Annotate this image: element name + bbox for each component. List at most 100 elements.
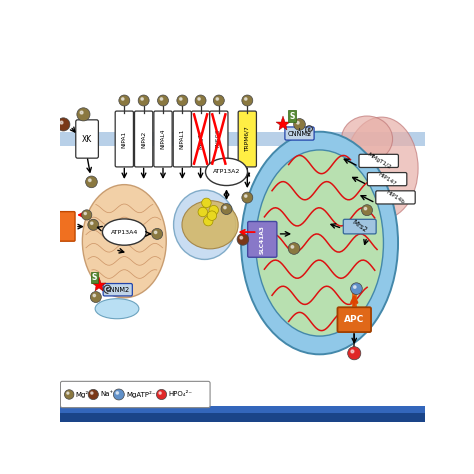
Circle shape — [86, 176, 97, 188]
Text: CNNM2: CNNM2 — [287, 130, 311, 137]
Text: Na⁺: Na⁺ — [100, 392, 113, 398]
FancyBboxPatch shape — [135, 111, 153, 167]
Circle shape — [203, 216, 213, 226]
Circle shape — [138, 95, 149, 106]
Ellipse shape — [255, 150, 383, 336]
Text: CNNM2: CNNM2 — [106, 287, 130, 293]
Text: Mrs2: Mrs2 — [351, 219, 368, 234]
Circle shape — [237, 234, 249, 245]
Circle shape — [93, 294, 95, 297]
Circle shape — [159, 392, 161, 394]
Circle shape — [351, 350, 354, 353]
Circle shape — [362, 205, 373, 216]
Circle shape — [242, 95, 253, 106]
Circle shape — [91, 222, 93, 225]
Text: ATP13A4: ATP13A4 — [110, 229, 138, 235]
FancyBboxPatch shape — [57, 211, 75, 241]
Text: XK: XK — [82, 135, 92, 144]
Circle shape — [180, 98, 182, 100]
Circle shape — [240, 237, 243, 239]
Circle shape — [82, 210, 92, 220]
Circle shape — [121, 98, 124, 100]
Circle shape — [116, 392, 118, 394]
Text: ATP13A2: ATP13A2 — [213, 169, 240, 174]
Circle shape — [207, 211, 217, 220]
Ellipse shape — [102, 219, 146, 245]
Circle shape — [288, 243, 300, 255]
Circle shape — [351, 283, 362, 294]
FancyBboxPatch shape — [173, 111, 191, 167]
FancyBboxPatch shape — [285, 127, 314, 140]
Circle shape — [297, 121, 299, 124]
Circle shape — [198, 207, 208, 217]
Text: NIPAL1: NIPAL1 — [180, 129, 185, 149]
Ellipse shape — [182, 201, 238, 249]
FancyBboxPatch shape — [359, 155, 399, 167]
FancyBboxPatch shape — [154, 111, 172, 167]
Circle shape — [213, 95, 224, 106]
FancyBboxPatch shape — [61, 382, 210, 408]
Text: S: S — [91, 273, 97, 282]
Circle shape — [177, 95, 188, 106]
Ellipse shape — [241, 132, 398, 355]
Circle shape — [294, 118, 305, 130]
Text: MagT1: MagT1 — [198, 129, 203, 149]
FancyBboxPatch shape — [376, 191, 415, 204]
FancyBboxPatch shape — [103, 283, 132, 296]
Text: NIPAL4: NIPAL4 — [161, 129, 165, 149]
Text: MMgT1/2: MMgT1/2 — [366, 152, 392, 170]
FancyBboxPatch shape — [210, 111, 228, 167]
FancyBboxPatch shape — [337, 307, 371, 332]
Circle shape — [245, 195, 247, 197]
Circle shape — [119, 95, 130, 106]
FancyBboxPatch shape — [343, 219, 376, 234]
FancyBboxPatch shape — [191, 111, 210, 167]
Text: SLC41A3: SLC41A3 — [260, 225, 265, 254]
Circle shape — [84, 212, 86, 215]
Circle shape — [155, 231, 157, 234]
Ellipse shape — [341, 116, 392, 162]
Circle shape — [198, 98, 200, 100]
Circle shape — [141, 98, 143, 100]
Circle shape — [80, 111, 83, 114]
Circle shape — [88, 219, 99, 230]
Circle shape — [88, 389, 99, 400]
Circle shape — [60, 121, 63, 124]
Text: Mg²⁺: Mg²⁺ — [75, 391, 92, 398]
Text: NIPA1: NIPA1 — [122, 130, 127, 147]
Circle shape — [152, 228, 163, 239]
Circle shape — [157, 95, 168, 106]
Circle shape — [57, 118, 70, 131]
Ellipse shape — [173, 190, 236, 259]
Text: HPO₄²⁻: HPO₄²⁻ — [168, 392, 192, 398]
Circle shape — [201, 198, 211, 208]
Ellipse shape — [206, 158, 247, 185]
Circle shape — [245, 98, 247, 100]
Circle shape — [195, 95, 206, 106]
Text: HIP14?: HIP14? — [377, 172, 397, 187]
Circle shape — [156, 389, 167, 400]
Bar — [61, 132, 425, 146]
Bar — [61, 406, 425, 413]
FancyBboxPatch shape — [115, 111, 133, 167]
Circle shape — [67, 392, 69, 394]
Text: TRPM6/7: TRPM6/7 — [245, 126, 250, 152]
Circle shape — [291, 246, 294, 248]
Circle shape — [77, 108, 90, 121]
Ellipse shape — [95, 299, 139, 319]
Text: TUSC3: TUSC3 — [216, 129, 221, 149]
Circle shape — [216, 98, 219, 100]
Circle shape — [91, 392, 93, 394]
Text: NIPA2: NIPA2 — [141, 130, 146, 147]
FancyBboxPatch shape — [76, 120, 99, 158]
Text: APC: APC — [344, 315, 365, 324]
Circle shape — [242, 192, 253, 203]
Bar — [61, 411, 425, 422]
Text: MgATP²⁻: MgATP²⁻ — [126, 391, 156, 398]
Circle shape — [113, 389, 124, 400]
Circle shape — [347, 346, 361, 360]
FancyBboxPatch shape — [367, 173, 407, 186]
Circle shape — [209, 205, 219, 215]
Ellipse shape — [345, 117, 418, 219]
FancyBboxPatch shape — [248, 221, 277, 257]
